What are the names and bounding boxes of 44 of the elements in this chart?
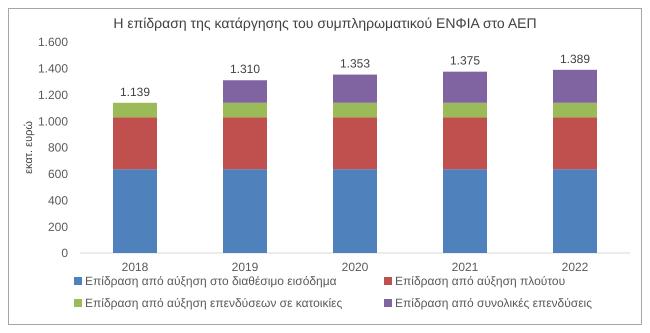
legend-label: Επίδραση από αύξηση στο διαθέσιμο εισόδημα xyxy=(85,274,337,288)
bar xyxy=(333,102,377,118)
bar xyxy=(113,102,157,118)
y-tick-label: 1.600 xyxy=(38,35,68,50)
total-label: 1.375 xyxy=(450,54,480,68)
total-label: 1.310 xyxy=(230,62,260,76)
legend-label: Επίδραση από συνολικές επενδύσεις xyxy=(395,296,592,310)
y-tick-label: 1.400 xyxy=(38,62,68,76)
bar xyxy=(443,117,487,170)
bar xyxy=(113,117,157,170)
x-tick-label: 2020 xyxy=(342,260,369,274)
bar xyxy=(553,70,597,103)
x-tick-label: 2021 xyxy=(452,260,479,274)
bar xyxy=(553,117,597,170)
bar xyxy=(333,117,377,170)
y-tick-label: 200 xyxy=(48,220,68,234)
total-label: 1.389 xyxy=(560,52,590,66)
bar xyxy=(223,102,267,118)
y-tick-label: 0 xyxy=(61,246,68,260)
total-label: 1.139 xyxy=(120,84,150,99)
bar xyxy=(113,169,157,253)
y-tick-label: 600 xyxy=(48,167,68,182)
y-tick-label: 1.200 xyxy=(38,88,68,102)
bar xyxy=(223,80,267,103)
x-tick-label: 2019 xyxy=(232,260,259,274)
bar xyxy=(333,74,377,103)
chart-title: Η επίδραση της κατάργησης του συμπληρωματικού ΕΝΦΙΑ στο ΑΕΠ xyxy=(113,15,537,31)
bar xyxy=(553,169,597,253)
y-tick-label: 400 xyxy=(48,193,68,208)
bar xyxy=(223,169,267,253)
legend-label: Επίδραση από αύξηση πλούτου xyxy=(395,274,566,288)
legend-label: Επίδραση από αύξηση επενδύσεων σε κατοικίες xyxy=(85,296,342,310)
x-tick-label: 2022 xyxy=(562,260,589,274)
bar xyxy=(443,169,487,253)
bar xyxy=(553,102,597,118)
x-tick-label: 2018 xyxy=(122,260,149,274)
total-label: 1.353 xyxy=(340,56,370,71)
bar xyxy=(443,72,487,103)
bar xyxy=(443,102,487,118)
y-tick-label: 1.000 xyxy=(38,114,68,128)
y-tick-label: 800 xyxy=(48,140,68,155)
bar xyxy=(223,117,267,170)
y-axis-title: εκατ. ευρώ xyxy=(23,120,35,174)
bar xyxy=(333,169,377,253)
